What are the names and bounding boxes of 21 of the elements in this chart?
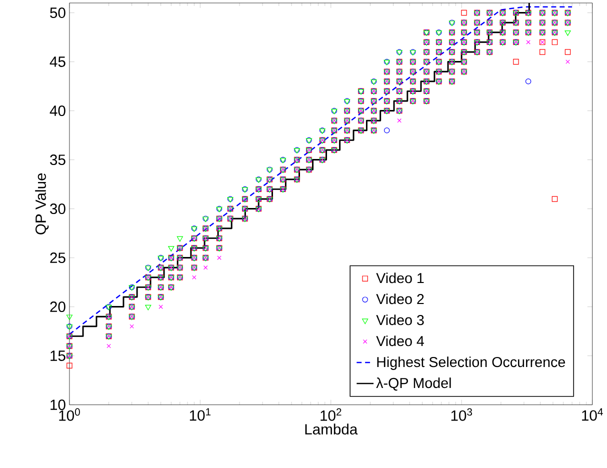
x-tick-label: 10$^{2}$ — [320, 408, 342, 421]
x-axis-title: Lambda — [305, 424, 358, 434]
legend-label: Highest Selection Occurrence — [377, 356, 566, 370]
y-tick-label: 40 — [50, 105, 66, 116]
y-tick-label: 35 — [50, 154, 66, 165]
y-tick-label: 10 — [50, 399, 66, 410]
y-tick-label: 50 — [50, 7, 66, 18]
x-tick-label: 10$^{3}$ — [451, 408, 472, 421]
legend-label: Video 1 — [376, 272, 424, 284]
y-axis-title: QP Value — [35, 173, 49, 234]
y-tick-label: 20 — [50, 301, 66, 312]
legend-label: Video 2 — [376, 293, 424, 304]
y-tick-label: 25 — [50, 252, 66, 263]
legend-label: Video 3 — [376, 314, 424, 325]
x-tick-label: 10$^{1}$ — [190, 408, 211, 421]
y-tick-label: 30 — [50, 203, 66, 214]
x-tick-label: 10$^{4}$ — [582, 408, 603, 421]
y-tick-label: 15 — [50, 350, 66, 361]
y-tick-label: 45 — [50, 56, 66, 67]
legend-label: Video 4 — [376, 335, 424, 346]
legend-label: λ-QP Model — [376, 377, 451, 391]
